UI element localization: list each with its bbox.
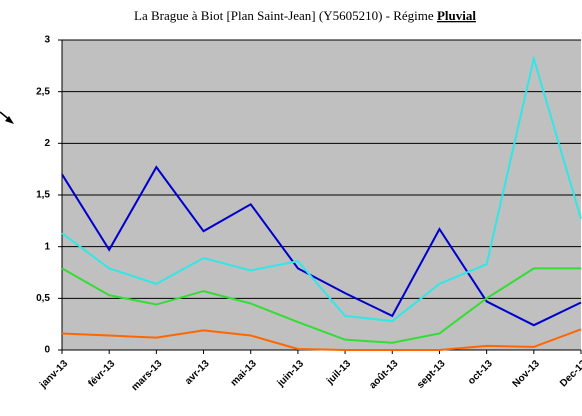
x-tick-label: Dec-13: [558, 358, 582, 389]
y-tick-label: 2,5: [36, 86, 50, 97]
y-tick-label: 1,5: [36, 190, 50, 201]
series-line: [61, 328, 582, 351]
series-line: [61, 54, 582, 323]
x-tick-label: mars-13: [130, 358, 165, 393]
x-tick-label: févr-13: [86, 358, 117, 389]
arrow-icon: [0, 111, 14, 124]
x-tick-label: janv-13: [37, 358, 70, 391]
x-tick-label: Nov-13: [511, 358, 543, 390]
series-line: [61, 165, 582, 327]
series-line: [61, 267, 581, 344]
regime: Pluvial: [437, 8, 476, 23]
x-tick-label: oct-13: [466, 358, 495, 387]
x-tick-label: sept-13: [415, 358, 448, 391]
x-tick-label: juil-13: [324, 358, 353, 387]
y-tick-label: 0,5: [36, 293, 50, 304]
y-tick-label: 2: [44, 138, 50, 149]
y-tick-label: 0: [44, 345, 50, 356]
title-text: La Brague à Biot [Plan Saint-Jean] (Y560…: [134, 8, 434, 23]
y-tick-label: 3: [44, 35, 50, 46]
x-tick-label: avr-13: [183, 358, 212, 387]
chart-title: La Brague à Biot [Plan Saint-Jean] (Y560…: [134, 8, 476, 23]
x-tick-label: juin-13: [275, 358, 307, 390]
x-tick-label: août-13: [367, 358, 400, 391]
y-tick-label: 1: [44, 241, 50, 252]
x-tick-label: mai-13: [229, 358, 259, 388]
